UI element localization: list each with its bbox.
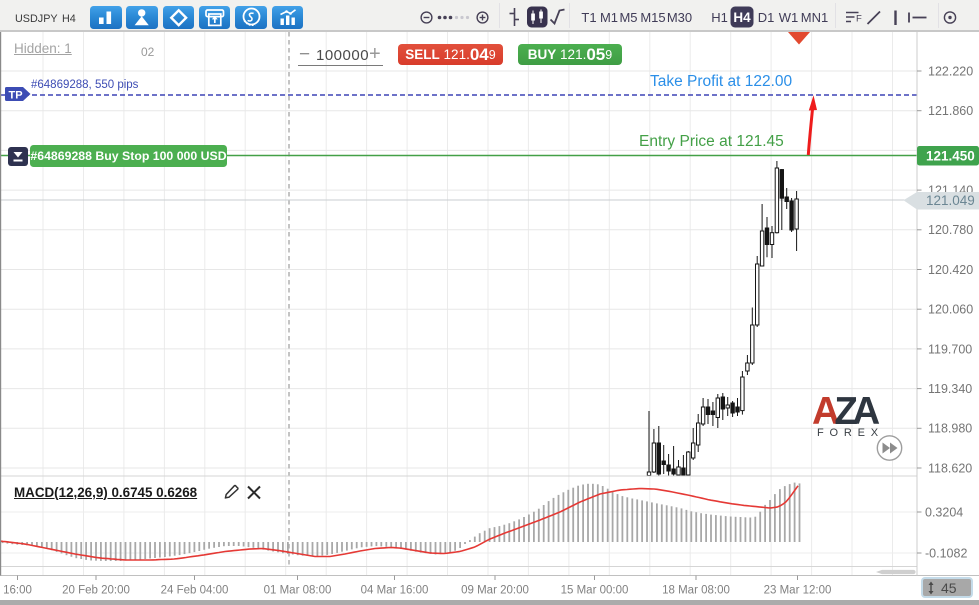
svg-text:M5: M5 (619, 10, 637, 25)
svg-text:23 Mar 12:00: 23 Mar 12:00 (764, 585, 832, 597)
svg-text:T1: T1 (581, 10, 596, 25)
svg-text:F: F (856, 14, 862, 25)
svg-text:M1: M1 (600, 10, 618, 25)
svg-text:09 Mar 20:00: 09 Mar 20:00 (461, 585, 529, 597)
svg-text:121.049: 121.049 (926, 193, 975, 208)
svg-text:24 Feb 04:00: 24 Feb 04:00 (161, 585, 229, 597)
svg-text:121.450: 121.450 (926, 149, 975, 164)
svg-text:M30: M30 (667, 10, 692, 25)
svg-text:H4: H4 (733, 10, 751, 25)
svg-text:D1: D1 (758, 10, 775, 25)
svg-text:119.700: 119.700 (928, 342, 972, 356)
svg-text:122.220: 122.220 (928, 64, 973, 78)
svg-text:120.780: 120.780 (928, 223, 973, 237)
svg-text:15 Mar 00:00: 15 Mar 00:00 (561, 585, 629, 597)
svg-text:04 Mar 16:00: 04 Mar 16:00 (361, 585, 429, 597)
svg-text:TP: TP (9, 90, 23, 102)
svg-text:119.340: 119.340 (928, 382, 972, 396)
svg-text:118.980: 118.980 (928, 422, 972, 436)
svg-text:-0.1082: -0.1082 (925, 546, 967, 560)
svg-text:118.620: 118.620 (928, 461, 972, 475)
svg-text:16:00: 16:00 (3, 585, 32, 597)
svg-text:H1: H1 (711, 10, 728, 25)
svg-text:W1: W1 (779, 10, 799, 25)
svg-text:20 Feb 20:00: 20 Feb 20:00 (62, 585, 130, 597)
svg-text:M15: M15 (640, 10, 665, 25)
svg-text:120.060: 120.060 (928, 303, 973, 317)
svg-text:121.860: 121.860 (928, 104, 973, 118)
svg-text:120.420: 120.420 (928, 263, 973, 277)
svg-text:18 Mar 08:00: 18 Mar 08:00 (662, 585, 730, 597)
svg-text:01 Mar 08:00: 01 Mar 08:00 (264, 585, 332, 597)
svg-text:MN1: MN1 (801, 10, 828, 25)
svg-text:0.3204: 0.3204 (925, 505, 963, 519)
